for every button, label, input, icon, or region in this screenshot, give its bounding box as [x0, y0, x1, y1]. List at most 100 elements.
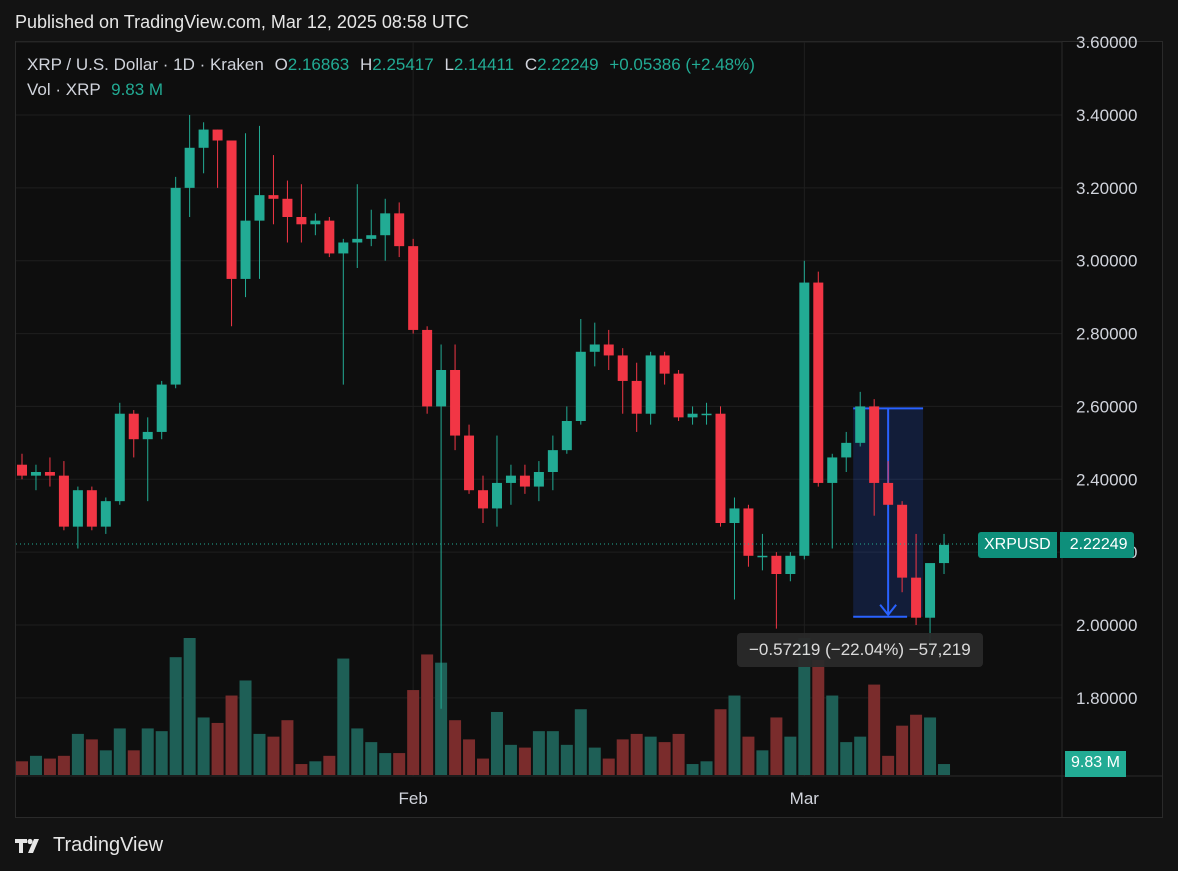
volume-bar [141, 728, 154, 775]
candle-body [394, 213, 405, 247]
candle-body [240, 220, 251, 279]
candle-body [44, 472, 55, 476]
volume-bar [323, 755, 336, 775]
candle-body [869, 406, 880, 483]
candle-body [114, 413, 125, 502]
candle-body [841, 442, 852, 458]
candle-body [30, 472, 41, 476]
volume-bar [588, 747, 601, 775]
volume-bar [938, 764, 951, 775]
candle-body [422, 329, 433, 407]
volume-bar [393, 753, 406, 775]
volume-bar [421, 654, 434, 775]
volume-bar [756, 750, 769, 775]
candle-body [547, 450, 558, 472]
price-axis-label: 2.00000 [1076, 616, 1137, 635]
candle-body [170, 187, 181, 385]
candle-body [366, 235, 377, 239]
candle-body [617, 355, 628, 381]
volume-label: Vol · XRP [27, 80, 101, 99]
volume-bar [85, 739, 98, 775]
candle-body [450, 370, 461, 436]
volume-bar [183, 638, 196, 775]
candle-body [184, 147, 195, 188]
last-price-tag: XRPUSD 2.22249 [978, 532, 1134, 558]
volume-bar [253, 733, 266, 775]
volume-bar [532, 731, 545, 775]
chart-area[interactable] [15, 41, 1163, 818]
candle-body [352, 238, 363, 243]
candle-body [645, 355, 656, 414]
volume-bar [169, 657, 182, 775]
candle-body [464, 435, 475, 491]
candle-body [408, 246, 419, 330]
candle-body [226, 140, 237, 279]
volume-bar [504, 744, 517, 775]
volume-bar [882, 755, 895, 775]
volume-legend: Vol · XRP 9.83 M [27, 80, 163, 100]
time-axis-label: Mar [790, 789, 820, 808]
candle-body [310, 220, 321, 225]
candle-body [603, 344, 614, 356]
price-tag-symbol: XRPUSD [978, 532, 1057, 558]
volume-bar [910, 714, 923, 775]
volume-bar [225, 695, 238, 775]
candle-body [86, 490, 97, 527]
volume-bar [295, 764, 308, 775]
open-value: 2.16863 [287, 55, 350, 74]
volume-bar [43, 758, 56, 775]
footer-brand: TradingView [53, 834, 164, 856]
volume-bar [155, 731, 168, 775]
volume-bar [239, 680, 252, 775]
volume-bar [630, 733, 643, 775]
volume-bar [463, 739, 476, 775]
volume-bar [365, 742, 378, 775]
price-axis-label: 2.40000 [1076, 470, 1137, 489]
candle-body [198, 129, 209, 148]
volume-tag: 9.83 M [1065, 751, 1126, 777]
price-tag-value: 2.22249 [1059, 532, 1134, 558]
candle-body [324, 220, 335, 254]
volume-bar [840, 742, 853, 775]
candle-body [505, 475, 516, 483]
volume-bar [700, 761, 713, 775]
candle-body [757, 555, 768, 558]
volume-bar [281, 720, 294, 775]
volume-bar [16, 761, 28, 775]
price-axis-label: 3.20000 [1076, 179, 1137, 198]
candle-body [687, 413, 698, 418]
candle-body [659, 355, 670, 374]
candle-body [533, 472, 544, 487]
candlestick-chart[interactable]: 3.60000 3.40000 3.20000 3.00000 2.80000 2.600… [0, 0, 1178, 820]
volume-bar [798, 638, 811, 775]
volume-bar [71, 733, 84, 775]
volume-bar [518, 747, 531, 775]
candle-body [673, 373, 684, 418]
volume-bar [351, 728, 364, 775]
candle-body [436, 370, 447, 407]
volume-bar [784, 736, 797, 775]
volume-bar [197, 717, 210, 775]
volume-bar [742, 736, 755, 775]
candle-body [58, 475, 69, 527]
candle-body [771, 555, 782, 574]
volume-bar [616, 739, 629, 775]
volume-bar [770, 717, 783, 775]
volume-bar [29, 755, 42, 775]
volume-bar [826, 695, 839, 775]
volume-value: 9.83 M [111, 80, 164, 99]
volume-bar [211, 722, 224, 775]
candle-body [897, 504, 908, 578]
candle-body [715, 413, 726, 523]
volume-bar [854, 736, 867, 775]
volume-bar [574, 709, 587, 775]
volume-bar [896, 725, 909, 775]
candle-body [911, 577, 922, 618]
volume-bar [435, 662, 448, 775]
candle-body [254, 195, 265, 221]
footer: TradingView [15, 834, 163, 857]
candle-body [855, 406, 866, 443]
volume-bar [658, 742, 671, 775]
candle-body [631, 380, 642, 414]
candle-body [491, 482, 502, 509]
